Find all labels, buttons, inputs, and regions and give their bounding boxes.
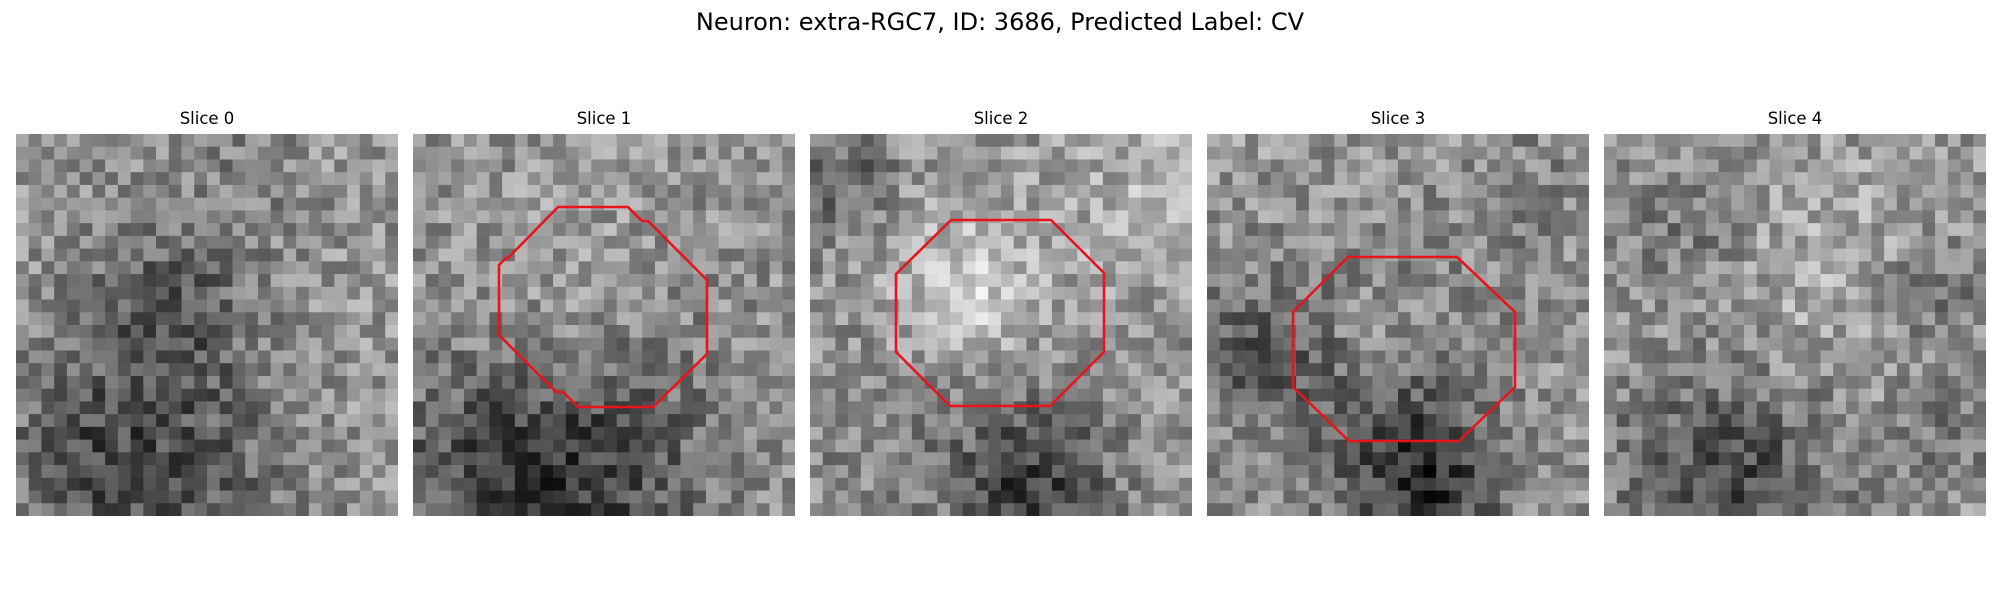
slice-0-image — [16, 134, 398, 516]
slice-1-title: Slice 1 — [576, 109, 632, 128]
slice-2-title: Slice 2 — [973, 109, 1029, 128]
slice-3-pixels — [1207, 134, 1589, 516]
slice-4-pixels — [1604, 134, 1986, 516]
slice-4-svg — [1604, 134, 1986, 516]
figure-title: Neuron: extra-RGC7, ID: 3686, Predicted … — [695, 8, 1305, 36]
slice-2-pixels — [810, 134, 1192, 516]
slice-4-image — [1604, 134, 1986, 516]
slice-1-svg — [413, 134, 795, 516]
slice-3-title: Slice 3 — [1370, 109, 1426, 128]
slice-3-svg — [1207, 134, 1589, 516]
slice-2-svg — [810, 134, 1192, 516]
slice-0-pixels — [16, 134, 398, 516]
slice-3-roi-outline — [1291, 255, 1517, 443]
slice-1-image — [413, 134, 795, 516]
slice-0-title: Slice 0 — [179, 109, 235, 128]
slice-3-image — [1207, 134, 1589, 516]
slice-1-pixels — [413, 134, 795, 516]
slice-0-svg — [16, 134, 398, 516]
slice-4-title: Slice 4 — [1767, 109, 1823, 128]
slice-1-roi-outline — [497, 205, 709, 409]
slice-2-image — [810, 134, 1192, 516]
slice-2-roi-outline — [894, 218, 1106, 408]
